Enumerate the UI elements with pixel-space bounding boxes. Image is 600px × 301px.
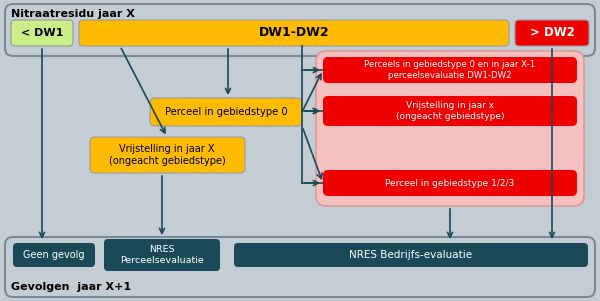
Text: Vrijstelling in jaar x
(ongeacht gebiedstype): Vrijstelling in jaar x (ongeacht gebieds…: [396, 101, 504, 121]
Text: Perceel in gebiedstype 1/2/3: Perceel in gebiedstype 1/2/3: [385, 178, 515, 188]
FancyBboxPatch shape: [90, 137, 245, 173]
FancyBboxPatch shape: [323, 96, 577, 126]
FancyBboxPatch shape: [323, 57, 577, 83]
Text: < DW1: < DW1: [21, 28, 63, 38]
FancyBboxPatch shape: [5, 4, 595, 56]
Text: DW1-DW2: DW1-DW2: [259, 26, 329, 39]
Text: > DW2: > DW2: [530, 26, 574, 39]
Text: Geen gevolg: Geen gevolg: [23, 250, 85, 260]
Text: Vrijstelling in jaar X
(ongeacht gebiedstype): Vrijstelling in jaar X (ongeacht gebieds…: [109, 144, 226, 166]
FancyBboxPatch shape: [5, 237, 595, 297]
Text: Gevolgen  jaar X+1: Gevolgen jaar X+1: [11, 282, 131, 292]
FancyBboxPatch shape: [104, 239, 220, 271]
FancyBboxPatch shape: [13, 243, 95, 267]
Text: NRES Bedrijfs-evaluatie: NRES Bedrijfs-evaluatie: [349, 250, 473, 260]
Text: Nitraatresidu jaar X: Nitraatresidu jaar X: [11, 9, 135, 19]
FancyBboxPatch shape: [515, 20, 589, 46]
Text: NRES
Perceelsevaluatie: NRES Perceelsevaluatie: [120, 245, 204, 265]
Text: Perceels in gebiedstype 0 en in jaar X-1
perceelsevaluatie DW1-DW2: Perceels in gebiedstype 0 en in jaar X-1…: [364, 60, 536, 80]
Text: Perceel in gebiedstype 0: Perceel in gebiedstype 0: [164, 107, 287, 117]
FancyBboxPatch shape: [316, 51, 584, 206]
FancyBboxPatch shape: [79, 20, 509, 46]
FancyBboxPatch shape: [234, 243, 588, 267]
FancyBboxPatch shape: [150, 98, 302, 126]
FancyBboxPatch shape: [323, 170, 577, 196]
FancyBboxPatch shape: [11, 20, 73, 46]
